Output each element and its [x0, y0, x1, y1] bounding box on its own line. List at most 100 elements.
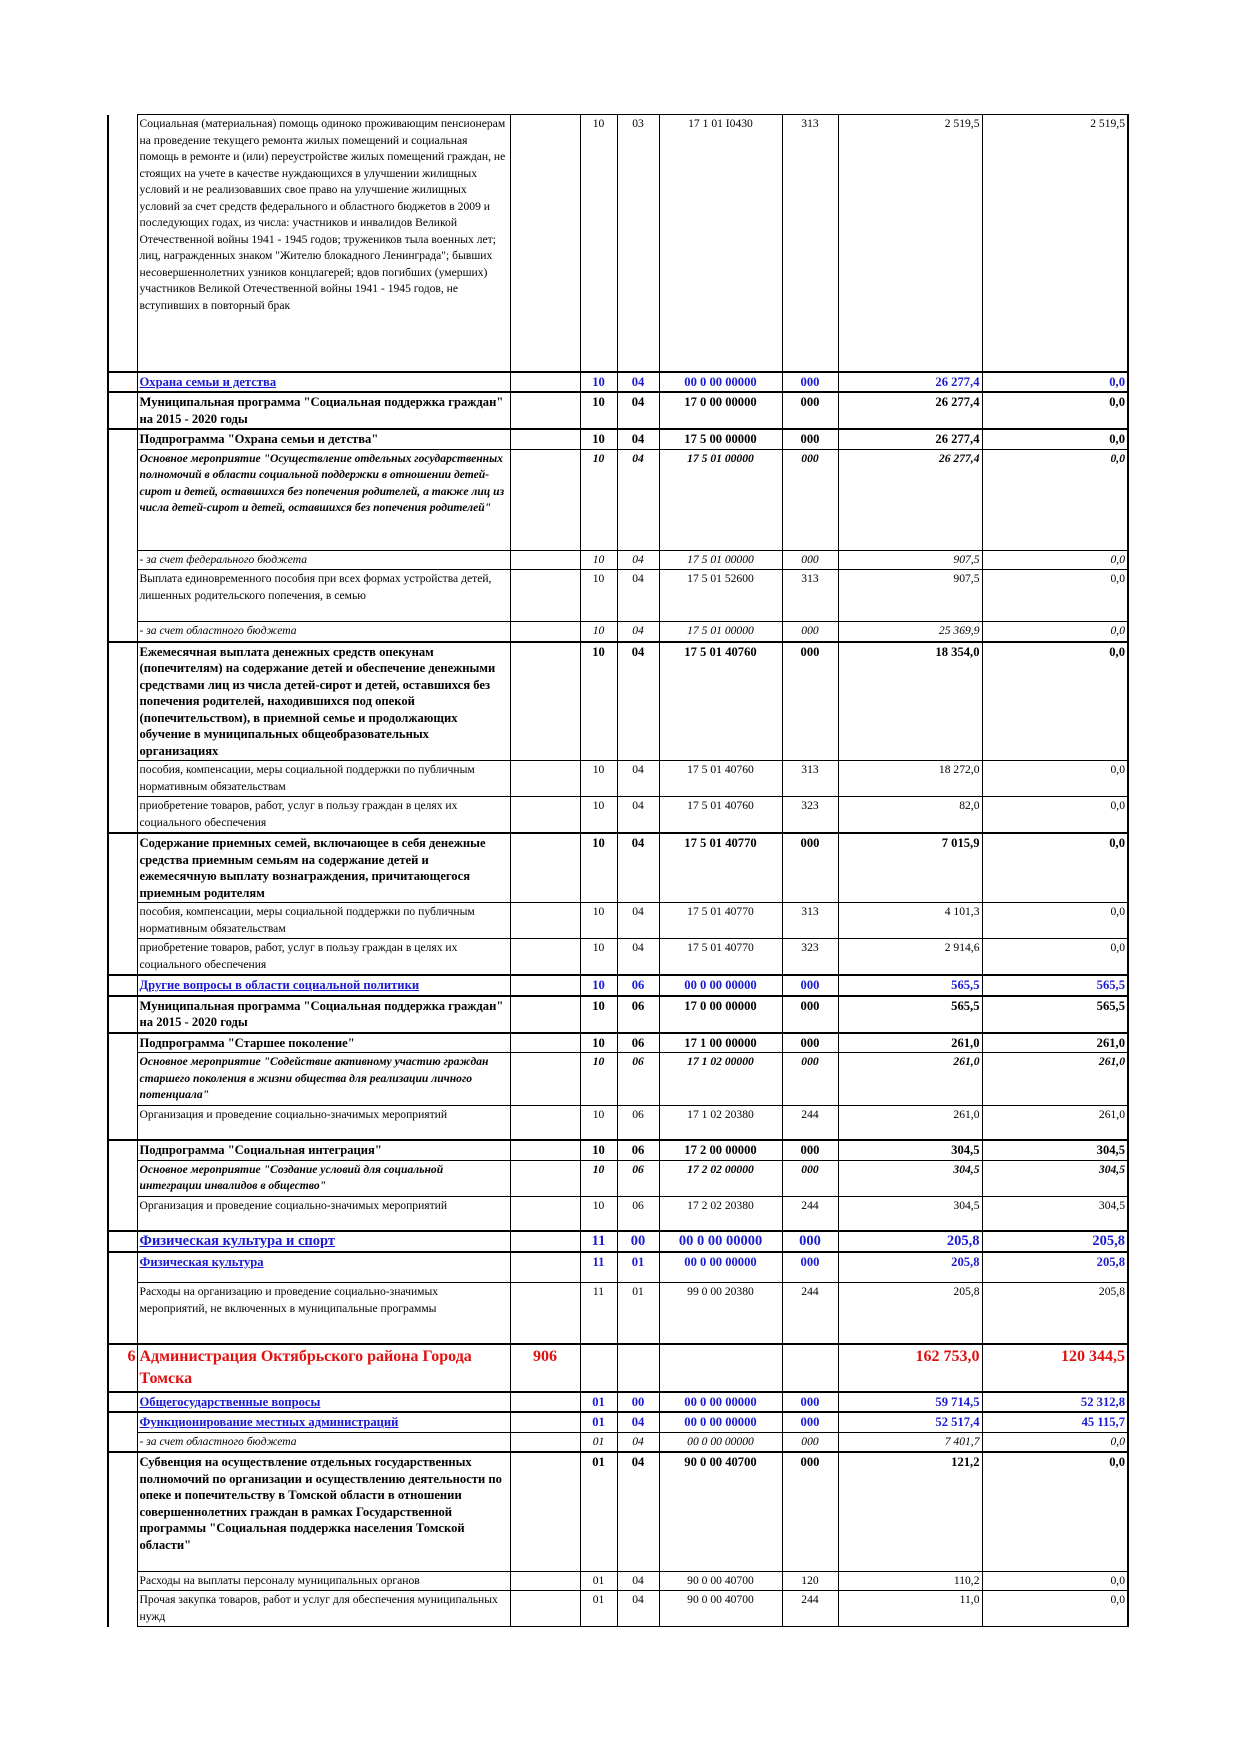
table-cell — [509, 1139, 581, 1161]
table-cell: 04 — [616, 428, 660, 450]
table-cell: 10 — [579, 428, 618, 450]
table-cell: Расходы на выплаты персоналу муниципальн… — [136, 1570, 511, 1591]
table-cell: Субвенция на осуществление отдельных гос… — [136, 1451, 511, 1572]
table-cell: 304,5 — [837, 1159, 983, 1197]
table-cell — [107, 640, 138, 761]
table-cell: 000 — [781, 428, 839, 450]
table-cell: 000 — [781, 549, 839, 570]
table-cell: Функционирование местных администраций — [136, 1411, 511, 1433]
table-cell: 120 — [781, 1570, 839, 1591]
budget-table: Социальная (материальная) помощь одиноко… — [107, 114, 1129, 1627]
table-cell: 04 — [616, 640, 660, 761]
table-cell: 0,0 — [981, 370, 1129, 393]
table-cell: приобретение товаров, работ, услуг в пол… — [136, 938, 511, 976]
table-cell: 52 517,4 — [837, 1411, 983, 1433]
table-cell: 10 — [579, 938, 618, 976]
table-cell — [107, 1282, 138, 1344]
table-cell: 000 — [781, 832, 839, 903]
table-cell: 244 — [781, 1104, 839, 1141]
table-row: Охрана семьи и детства 10 04 00 0 00 00000 0… — [107, 370, 1129, 393]
table-row: Основное мероприятие "Осуществление отде… — [107, 448, 1129, 551]
table-cell: 10 — [579, 1052, 618, 1106]
table-cell: Муниципальная программа "Социальная подд… — [136, 391, 511, 430]
table-row: Прочая закупка товаров, работ и услуг дл… — [107, 1590, 1129, 1627]
table-cell: 0,0 — [981, 760, 1129, 797]
table-cell: Основное мероприятие "Осуществление отде… — [136, 448, 511, 551]
table-cell: 17 2 02 20380 — [658, 1195, 783, 1232]
table-cell: 10 — [579, 448, 618, 551]
table-row: Физическая культура 11 01 00 0 00 00000 000 2… — [107, 1250, 1129, 1283]
table-cell: 000 — [781, 370, 839, 393]
table-cell: 2 519,5 — [837, 114, 983, 372]
table-cell: 7 401,7 — [837, 1431, 983, 1453]
table-cell — [107, 974, 138, 996]
table-cell: 00 — [616, 1390, 660, 1413]
table-cell: 261,0 — [837, 1104, 983, 1141]
table-cell: 0,0 — [981, 549, 1129, 570]
table-cell: Основное мероприятие "Содействие активно… — [136, 1052, 511, 1106]
table-cell: 90 0 00 40700 — [658, 1570, 783, 1591]
table-cell: 313 — [781, 114, 839, 372]
table-cell — [107, 114, 138, 372]
table-cell: 04 — [616, 370, 660, 393]
table-row: Содержание приемных семей, включающее в … — [107, 832, 1129, 903]
table-row: Функционирование местных администраций 01… — [107, 1411, 1129, 1433]
table-cell: 17 2 02 00000 — [658, 1159, 783, 1197]
table-cell: 000 — [781, 974, 839, 996]
table-cell: 17 5 01 40770 — [658, 938, 783, 976]
table-cell — [509, 569, 581, 622]
table-cell — [107, 1196, 138, 1231]
table-cell: 261,0 — [981, 1031, 1129, 1053]
table-cell — [107, 1052, 138, 1105]
table-cell: 000 — [781, 1031, 839, 1053]
table-cell: 205,8 — [981, 1230, 1129, 1252]
table-cell: 304,5 — [837, 1195, 983, 1232]
table-cell: 00 0 00 00000 — [658, 1230, 783, 1252]
table-cell: 17 5 01 40760 — [658, 760, 783, 797]
table-cell — [107, 449, 138, 550]
table-row: Основное мероприятие "Создание условий д… — [107, 1159, 1129, 1197]
table-cell — [107, 938, 138, 975]
table-cell: Муниципальная программа "Социальная подд… — [136, 994, 511, 1033]
table-cell: 04 — [616, 1411, 660, 1433]
table-cell: 0,0 — [981, 938, 1129, 976]
table-cell — [509, 1031, 581, 1053]
table-cell: Подпрограмма "Социальная интеграция" — [136, 1139, 511, 1161]
table-cell: 304,5 — [981, 1159, 1129, 1197]
table-cell: 0,0 — [981, 796, 1129, 834]
table-cell: 45 115,7 — [981, 1411, 1129, 1433]
table-cell: 10 — [579, 549, 618, 570]
table-cell: 120 344,5 — [981, 1342, 1129, 1392]
table-row: Муниципальная программа "Социальная подд… — [107, 994, 1129, 1033]
table-cell: 90 0 00 40700 — [658, 1590, 783, 1627]
table-cell: 205,8 — [837, 1282, 983, 1344]
table-cell: 26 277,4 — [837, 448, 983, 551]
table-cell: 205,8 — [837, 1230, 983, 1252]
table-cell: 000 — [781, 640, 839, 761]
table-cell: 000 — [781, 391, 839, 430]
table-cell: 10 — [579, 391, 618, 430]
table-cell: 01 — [579, 1390, 618, 1413]
table-cell: Расходы на организацию и проведение соци… — [136, 1282, 511, 1344]
table-cell: 000 — [781, 1431, 839, 1453]
table-cell: 7 015,9 — [837, 832, 983, 903]
table-cell: 10 — [579, 1031, 618, 1053]
table-cell: Физическая культура — [136, 1250, 511, 1283]
table-cell: 244 — [781, 1282, 839, 1344]
table-cell — [107, 1160, 138, 1196]
table-cell — [509, 902, 581, 939]
table-cell — [509, 549, 581, 570]
table-cell: 17 5 01 00000 — [658, 448, 783, 551]
table-cell: 10 — [579, 621, 618, 642]
table-cell: 000 — [781, 1411, 839, 1433]
table-cell — [509, 994, 581, 1033]
table-row: - за счет федерального бюджета 10 04 17 5 0… — [107, 549, 1129, 570]
table-cell: 2 914,6 — [837, 938, 983, 976]
table-cell: 10 — [579, 994, 618, 1033]
table-cell: 000 — [781, 1139, 839, 1161]
table-cell: 000 — [781, 621, 839, 642]
table-cell: 17 1 02 20380 — [658, 1104, 783, 1141]
table-row: Основное мероприятие "Содействие активно… — [107, 1052, 1129, 1106]
table-cell: 0,0 — [981, 428, 1129, 450]
